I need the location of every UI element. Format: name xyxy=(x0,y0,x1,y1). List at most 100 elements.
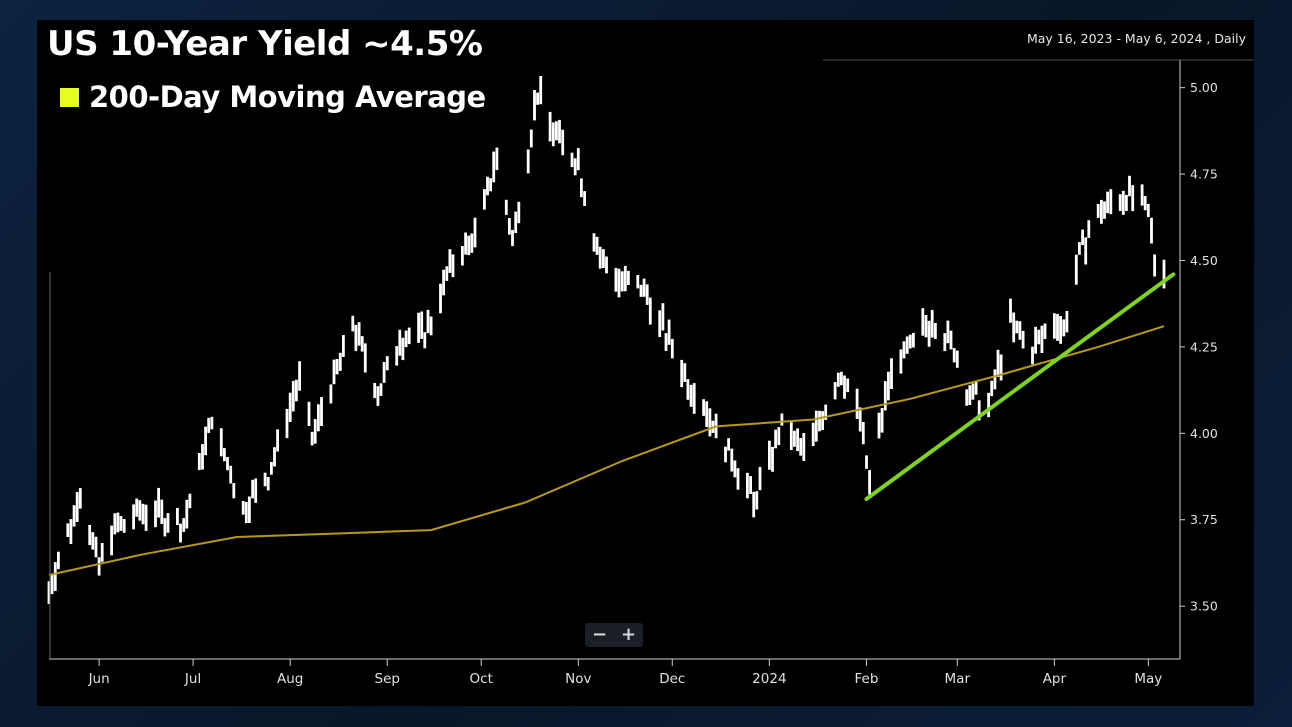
price-bar xyxy=(912,332,915,348)
price-bar xyxy=(132,504,135,530)
price-bar xyxy=(855,388,859,419)
price-bar xyxy=(179,523,182,543)
price-bar xyxy=(642,278,646,297)
price-bar xyxy=(47,581,51,604)
price-bar xyxy=(987,392,990,418)
price-bar xyxy=(504,199,508,215)
price-bar xyxy=(201,444,204,470)
price-bar xyxy=(310,431,314,446)
price-bar xyxy=(692,383,696,414)
price-bar xyxy=(270,462,273,475)
price-bar xyxy=(244,501,248,524)
price-bar xyxy=(72,505,76,527)
price-bar xyxy=(464,232,467,255)
date-range-label[interactable]: May 16, 2023 - May 6, 2024 , Daily xyxy=(1026,31,1246,46)
price-bar xyxy=(952,348,956,363)
price-bar xyxy=(53,562,57,591)
price-bar xyxy=(683,363,687,382)
price-bar xyxy=(1109,189,1113,215)
price-bar xyxy=(385,356,389,371)
zoom-out-button[interactable]: − xyxy=(591,624,608,645)
price-bar xyxy=(555,121,558,141)
x-tick-label: Mar xyxy=(945,671,971,687)
axes: 3.50 3.75 4.00 4.25 4.50 4.75 5.00 Jun Jul Aug Sep… xyxy=(49,59,1254,687)
price-bar xyxy=(789,422,793,450)
price-bar xyxy=(883,381,887,411)
price-bar xyxy=(999,354,1003,381)
price-bar xyxy=(661,303,665,331)
price-bar xyxy=(317,404,320,432)
price-bar xyxy=(533,90,536,121)
price-bar xyxy=(648,297,652,325)
trendline-series xyxy=(864,272,1176,501)
price-bar xyxy=(799,438,803,456)
price-bar xyxy=(1009,298,1012,323)
price-bar xyxy=(288,392,292,422)
price-bar xyxy=(605,256,608,274)
price-bar xyxy=(558,119,561,144)
price-bar xyxy=(977,400,981,421)
zoom-in-button[interactable]: + xyxy=(620,624,637,645)
price-bar xyxy=(996,349,1000,377)
price-bar xyxy=(708,408,712,437)
price-bar xyxy=(423,332,427,349)
price-bar xyxy=(69,519,73,544)
price-bar xyxy=(110,525,113,556)
price-bar xyxy=(1081,229,1084,246)
price-bar xyxy=(176,507,179,526)
y-tick-label: 4.75 xyxy=(1190,167,1218,182)
price-bar xyxy=(486,176,489,196)
price-bar xyxy=(899,349,903,374)
price-bar xyxy=(1037,329,1041,345)
price-bar xyxy=(141,503,145,525)
price-bar xyxy=(955,350,959,368)
price-bar xyxy=(207,417,211,434)
price-bar xyxy=(1031,346,1034,365)
price-bar xyxy=(561,129,565,156)
price-bar xyxy=(204,426,207,456)
price-bar xyxy=(1096,204,1100,218)
moving-average-line xyxy=(48,325,1165,576)
price-bar xyxy=(680,359,684,388)
price-bar xyxy=(858,407,862,432)
price-bar xyxy=(548,111,552,142)
price-bar xyxy=(1065,311,1069,333)
price-bar xyxy=(727,438,730,451)
price-bar xyxy=(1062,319,1066,337)
price-bar xyxy=(1018,321,1022,340)
y-tick-label: 4.50 xyxy=(1190,253,1218,268)
price-bar xyxy=(307,401,311,426)
price-bar xyxy=(160,499,164,524)
price-bar xyxy=(1034,326,1037,354)
price-bar xyxy=(667,319,671,345)
price-bar xyxy=(273,447,276,467)
price-bar xyxy=(1100,199,1103,224)
chart-panel: 3.50 3.75 4.00 4.25 4.50 4.75 5.00 Jun Jul Aug Sep… xyxy=(37,20,1254,706)
price-bar xyxy=(376,386,380,406)
price-bar xyxy=(824,404,828,420)
price-bar xyxy=(1128,175,1131,197)
price-bar xyxy=(702,399,705,416)
price-bar xyxy=(551,122,555,147)
price-bar xyxy=(461,246,464,266)
legend: 200-Day Moving Average xyxy=(60,80,486,114)
price-bar xyxy=(746,472,749,499)
price-bar xyxy=(263,472,267,487)
price-bar xyxy=(1078,242,1081,255)
price-bar xyxy=(730,448,734,472)
price-bar xyxy=(57,551,60,570)
price-bar xyxy=(971,383,975,400)
price-bar xyxy=(780,413,784,426)
price-bar xyxy=(100,543,104,562)
price-bar xyxy=(949,330,953,350)
price-bar xyxy=(573,158,577,176)
price-bar xyxy=(796,428,799,452)
legend-swatch xyxy=(60,87,79,107)
price-bar xyxy=(924,315,928,338)
y-tick-label: 3.50 xyxy=(1190,599,1218,614)
price-bar xyxy=(360,336,364,352)
price-bar xyxy=(320,397,323,426)
price-bar xyxy=(821,411,824,430)
price-bar xyxy=(752,491,756,518)
price-bar xyxy=(902,341,906,359)
